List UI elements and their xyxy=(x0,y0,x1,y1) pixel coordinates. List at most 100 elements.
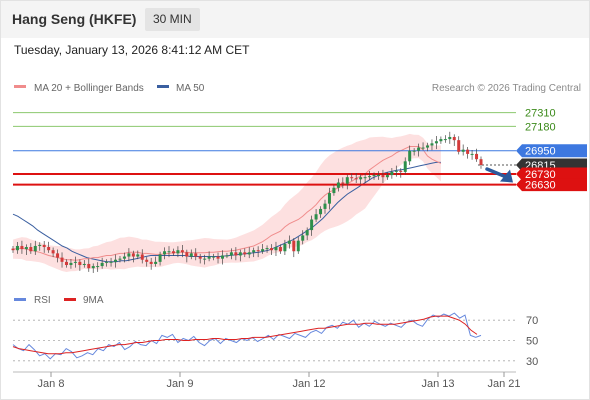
candle-body xyxy=(87,263,91,269)
candle-body xyxy=(305,230,309,236)
timestamp: Tuesday, January 13, 2026 8:41:12 AM CET xyxy=(14,43,250,57)
level-label-27180: 27180 xyxy=(525,121,556,133)
candle-body xyxy=(461,149,465,152)
candle-body xyxy=(323,203,327,209)
candle-body xyxy=(47,247,51,251)
candle-body xyxy=(439,139,443,142)
candle-body xyxy=(207,256,211,259)
candle-body xyxy=(256,250,260,252)
candle-body xyxy=(185,252,189,257)
candle-body xyxy=(114,259,118,262)
candle-body xyxy=(417,147,421,151)
candle-body xyxy=(350,177,354,179)
candle-body xyxy=(359,177,363,180)
candle-body xyxy=(443,139,447,141)
candle-body xyxy=(194,253,198,257)
candle-body xyxy=(394,170,398,172)
candle-body xyxy=(69,262,73,266)
candle-body xyxy=(140,254,144,260)
candle-body xyxy=(220,255,224,259)
candle-body xyxy=(403,161,407,172)
candle-body xyxy=(96,266,100,268)
candle-body xyxy=(56,253,60,258)
candle-body xyxy=(216,256,220,259)
candle-body xyxy=(354,178,358,180)
candle-body xyxy=(149,261,153,264)
forecast-layer xyxy=(485,167,513,183)
candle-body xyxy=(238,252,242,256)
candle-body xyxy=(283,243,287,252)
candle-body xyxy=(314,214,318,220)
level-label-26730: 26730 xyxy=(525,169,556,181)
candle-body xyxy=(118,258,122,260)
level-label-26630: 26630 xyxy=(525,180,556,192)
candle-body xyxy=(296,240,300,252)
candle-body xyxy=(167,251,171,253)
candle-body xyxy=(310,219,314,231)
candle-body xyxy=(363,177,367,179)
candle-body xyxy=(336,182,340,188)
candle-body xyxy=(278,247,282,252)
candle-body xyxy=(73,261,77,263)
candle-body xyxy=(376,175,380,177)
candle-body xyxy=(131,253,135,257)
candle-body xyxy=(421,147,425,149)
x-tick-label: Jan 12 xyxy=(292,378,325,390)
ma20-legend-label: MA 20 + Bollinger Bands xyxy=(34,83,144,94)
candle-body xyxy=(198,256,202,259)
candle-body xyxy=(372,175,376,177)
x-tick-label: Jan 21 xyxy=(487,378,520,390)
candle-body xyxy=(368,176,372,178)
candles-layer xyxy=(11,131,483,273)
candle-body xyxy=(212,256,216,258)
candle-body xyxy=(29,247,33,252)
timeframe-badge[interactable]: 30 MIN xyxy=(145,8,200,31)
candle-body xyxy=(426,145,430,148)
candle-body xyxy=(261,249,265,252)
x-tick-label: Jan 8 xyxy=(38,378,65,390)
chart-title: Hang Seng (HKFE) xyxy=(12,11,137,27)
candle-body xyxy=(60,257,64,262)
credit-text: Research © 2026 Trading Central xyxy=(432,83,581,94)
levels-layer xyxy=(13,112,516,186)
candle-body xyxy=(189,253,193,257)
forecast-arrow-head xyxy=(500,169,513,183)
candle-body xyxy=(292,240,296,252)
rsi-ma-legend-label: 9MA xyxy=(83,295,104,306)
ma50-legend-swatch xyxy=(157,85,169,88)
candle-body xyxy=(180,250,184,253)
rsi-line xyxy=(12,312,482,360)
header-bar: Hang Seng (HKFE) 30 MIN xyxy=(1,1,589,38)
bollinger-band xyxy=(13,133,441,272)
candle-body xyxy=(466,149,470,154)
candle-body xyxy=(265,248,269,250)
candle-body xyxy=(430,143,434,146)
candle-body xyxy=(158,254,162,262)
candle-body xyxy=(385,175,389,178)
x-axis: Jan 8 Jan 9 Jan 12 Jan 13 Jan 21 xyxy=(13,371,521,390)
candle-body xyxy=(145,259,149,262)
level-tag-26630 xyxy=(516,178,587,192)
candle-body xyxy=(91,266,95,269)
candle-body xyxy=(390,171,394,176)
rsi-ma-legend-swatch xyxy=(64,298,76,301)
candle-body xyxy=(105,261,109,263)
rsi-tick-label: 70 xyxy=(526,315,538,327)
ma20-layer xyxy=(12,146,442,261)
candle-body xyxy=(51,250,55,254)
candle-body xyxy=(122,256,126,259)
candle-body xyxy=(42,244,46,248)
ma20-legend-swatch xyxy=(14,85,26,88)
rsi-ma-line xyxy=(12,315,478,355)
candle-body xyxy=(64,261,68,266)
candle-body xyxy=(479,159,483,166)
candle-body xyxy=(457,140,461,152)
candle-body xyxy=(163,251,167,255)
candle-body xyxy=(203,258,207,260)
candle-body xyxy=(171,251,175,254)
candle-body xyxy=(332,187,336,194)
candle-body xyxy=(100,262,104,267)
level-label-27310: 27310 xyxy=(525,108,556,120)
candle-body xyxy=(434,141,438,144)
